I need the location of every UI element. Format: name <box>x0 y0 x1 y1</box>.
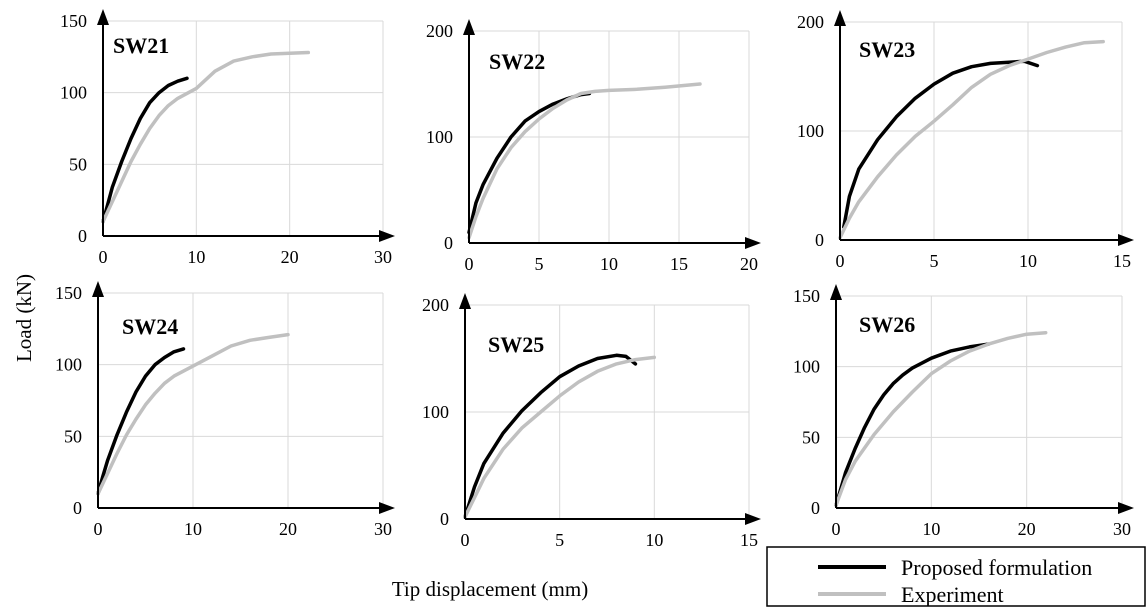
panel-6-xtick-1: 10 <box>922 519 940 539</box>
x-axis-label: Tip displacement (mm) <box>392 577 588 601</box>
panel-5-series-proposed <box>463 353 638 519</box>
panel-3-xtick-3: 15 <box>1113 251 1131 271</box>
panel-6-ytick-3: 150 <box>793 286 820 306</box>
panel-2-series-proposed <box>467 91 592 235</box>
panel-5-series-experiment <box>463 355 657 519</box>
panel-1-title: SW21 <box>113 33 169 58</box>
panel-3-ytick-2: 200 <box>797 12 824 32</box>
panel-3-series-proposed <box>842 59 1040 229</box>
panel-1-xtick-2: 20 <box>281 247 299 267</box>
panel-1-series-proposed <box>101 76 189 224</box>
panel-4-ytick-1: 50 <box>64 426 82 446</box>
panel-3-x-arrow <box>1118 234 1134 246</box>
panel-5-ytick-2: 200 <box>422 295 449 315</box>
panel-4-y-arrow <box>92 281 104 297</box>
panel-5-xtick-1: 5 <box>555 530 564 550</box>
panel-4-ytick-3: 150 <box>55 283 82 303</box>
panel-2-ytick-1: 100 <box>426 127 453 147</box>
panel-5-ytick-0: 0 <box>440 509 449 529</box>
panel-1-series-experiment <box>101 50 311 224</box>
panel-6-series-experiment <box>834 330 1048 507</box>
panel-3-xtick-2: 10 <box>1019 251 1037 271</box>
panel-5-xtick-0: 0 <box>461 530 470 550</box>
panel-6-ytick-1: 50 <box>802 427 820 447</box>
panel-4-xtick-1: 10 <box>184 519 202 539</box>
panel-5-xtick-3: 15 <box>740 530 758 550</box>
panel-6-xtick-2: 20 <box>1018 519 1036 539</box>
panel-1-ytick-1: 50 <box>69 154 87 174</box>
panel-2-xtick-2: 10 <box>600 254 618 274</box>
panel-3-y-arrow <box>834 10 846 26</box>
panel-5-x-arrow <box>745 513 761 525</box>
panel-1-ytick-3: 150 <box>60 11 87 31</box>
panel-3-xtick-1: 5 <box>930 251 939 271</box>
panel-6-x-arrow <box>1118 502 1134 514</box>
panel-3: 0 5 10 15 0 100 200 SW23 <box>797 10 1134 271</box>
panel-4-ytick-2: 100 <box>55 355 82 375</box>
panel-1-x-arrow <box>379 230 395 242</box>
panel-4-title: SW24 <box>122 314 178 339</box>
panel-3-title: SW23 <box>859 37 915 62</box>
panel-4-series-proposed <box>96 347 186 496</box>
panel-2-xtick-3: 15 <box>670 254 688 274</box>
legend-label-proposed: Proposed formulation <box>901 555 1092 580</box>
panel-1-xtick-3: 30 <box>374 247 392 267</box>
panel-6-ytick-2: 100 <box>793 357 820 377</box>
panel-1-xtick-1: 10 <box>187 247 205 267</box>
panel-5-xtick-2: 10 <box>645 530 663 550</box>
panel-2-xtick-0: 0 <box>465 254 474 274</box>
panel-4-x-arrow <box>379 502 395 514</box>
panel-4-xtick-2: 20 <box>279 519 297 539</box>
panel-4-ytick-0: 0 <box>73 498 82 518</box>
panel-4-xtick-0: 0 <box>94 519 103 539</box>
panel-2-x-arrow <box>745 237 761 249</box>
panel-1-ytick-2: 100 <box>60 83 87 103</box>
panel-6-series-proposed <box>834 342 991 507</box>
panel-2-y-arrow <box>463 19 475 35</box>
y-axis-label: Load (kN) <box>12 274 36 362</box>
panel-2-series-experiment <box>467 82 702 240</box>
panel-1: 0 10 20 30 0 50 100 150 SW21 <box>60 9 395 267</box>
panel-6-ytick-0: 0 <box>811 498 820 518</box>
panel-4: 0 10 20 30 0 50 100 150 SW24 <box>55 281 395 539</box>
panel-2-ytick-0: 0 <box>444 233 453 253</box>
panel-3-ytick-0: 0 <box>815 230 824 250</box>
panel-2-xtick-1: 5 <box>535 254 544 274</box>
panel-6-title: SW26 <box>859 312 915 337</box>
legend-box <box>766 546 1146 607</box>
panel-5-title: SW25 <box>488 332 544 357</box>
legend-label-experiment: Experiment <box>901 582 1004 607</box>
panel-4-xtick-3: 30 <box>374 519 392 539</box>
panel-6-xtick-0: 0 <box>832 519 841 539</box>
panel-4-series-experiment <box>96 332 290 496</box>
panel-2-ytick-2: 200 <box>426 21 453 41</box>
panel-2-title: SW22 <box>489 49 545 74</box>
panel-1-ytick-0: 0 <box>78 226 87 246</box>
panel-5: 0 5 10 15 0 100 200 SW25 <box>422 293 761 550</box>
panel-3-series-experiment <box>838 39 1105 240</box>
panel-5-ytick-1: 100 <box>422 402 449 422</box>
panel-3-xtick-0: 0 <box>836 251 845 271</box>
panel-1-xtick-0: 0 <box>99 247 108 267</box>
panel-2-xtick-4: 20 <box>740 254 758 274</box>
panel-1-y-arrow <box>97 9 109 25</box>
panel-6-xtick-3: 30 <box>1113 519 1131 539</box>
panel-6: 0 10 20 30 0 50 100 150 SW26 <box>793 284 1134 539</box>
panel-6-y-arrow <box>830 284 842 300</box>
panel-3-ytick-1: 100 <box>797 121 824 141</box>
legend: Proposed formulation Experiment <box>766 546 1146 607</box>
panel-5-y-arrow <box>459 293 471 309</box>
